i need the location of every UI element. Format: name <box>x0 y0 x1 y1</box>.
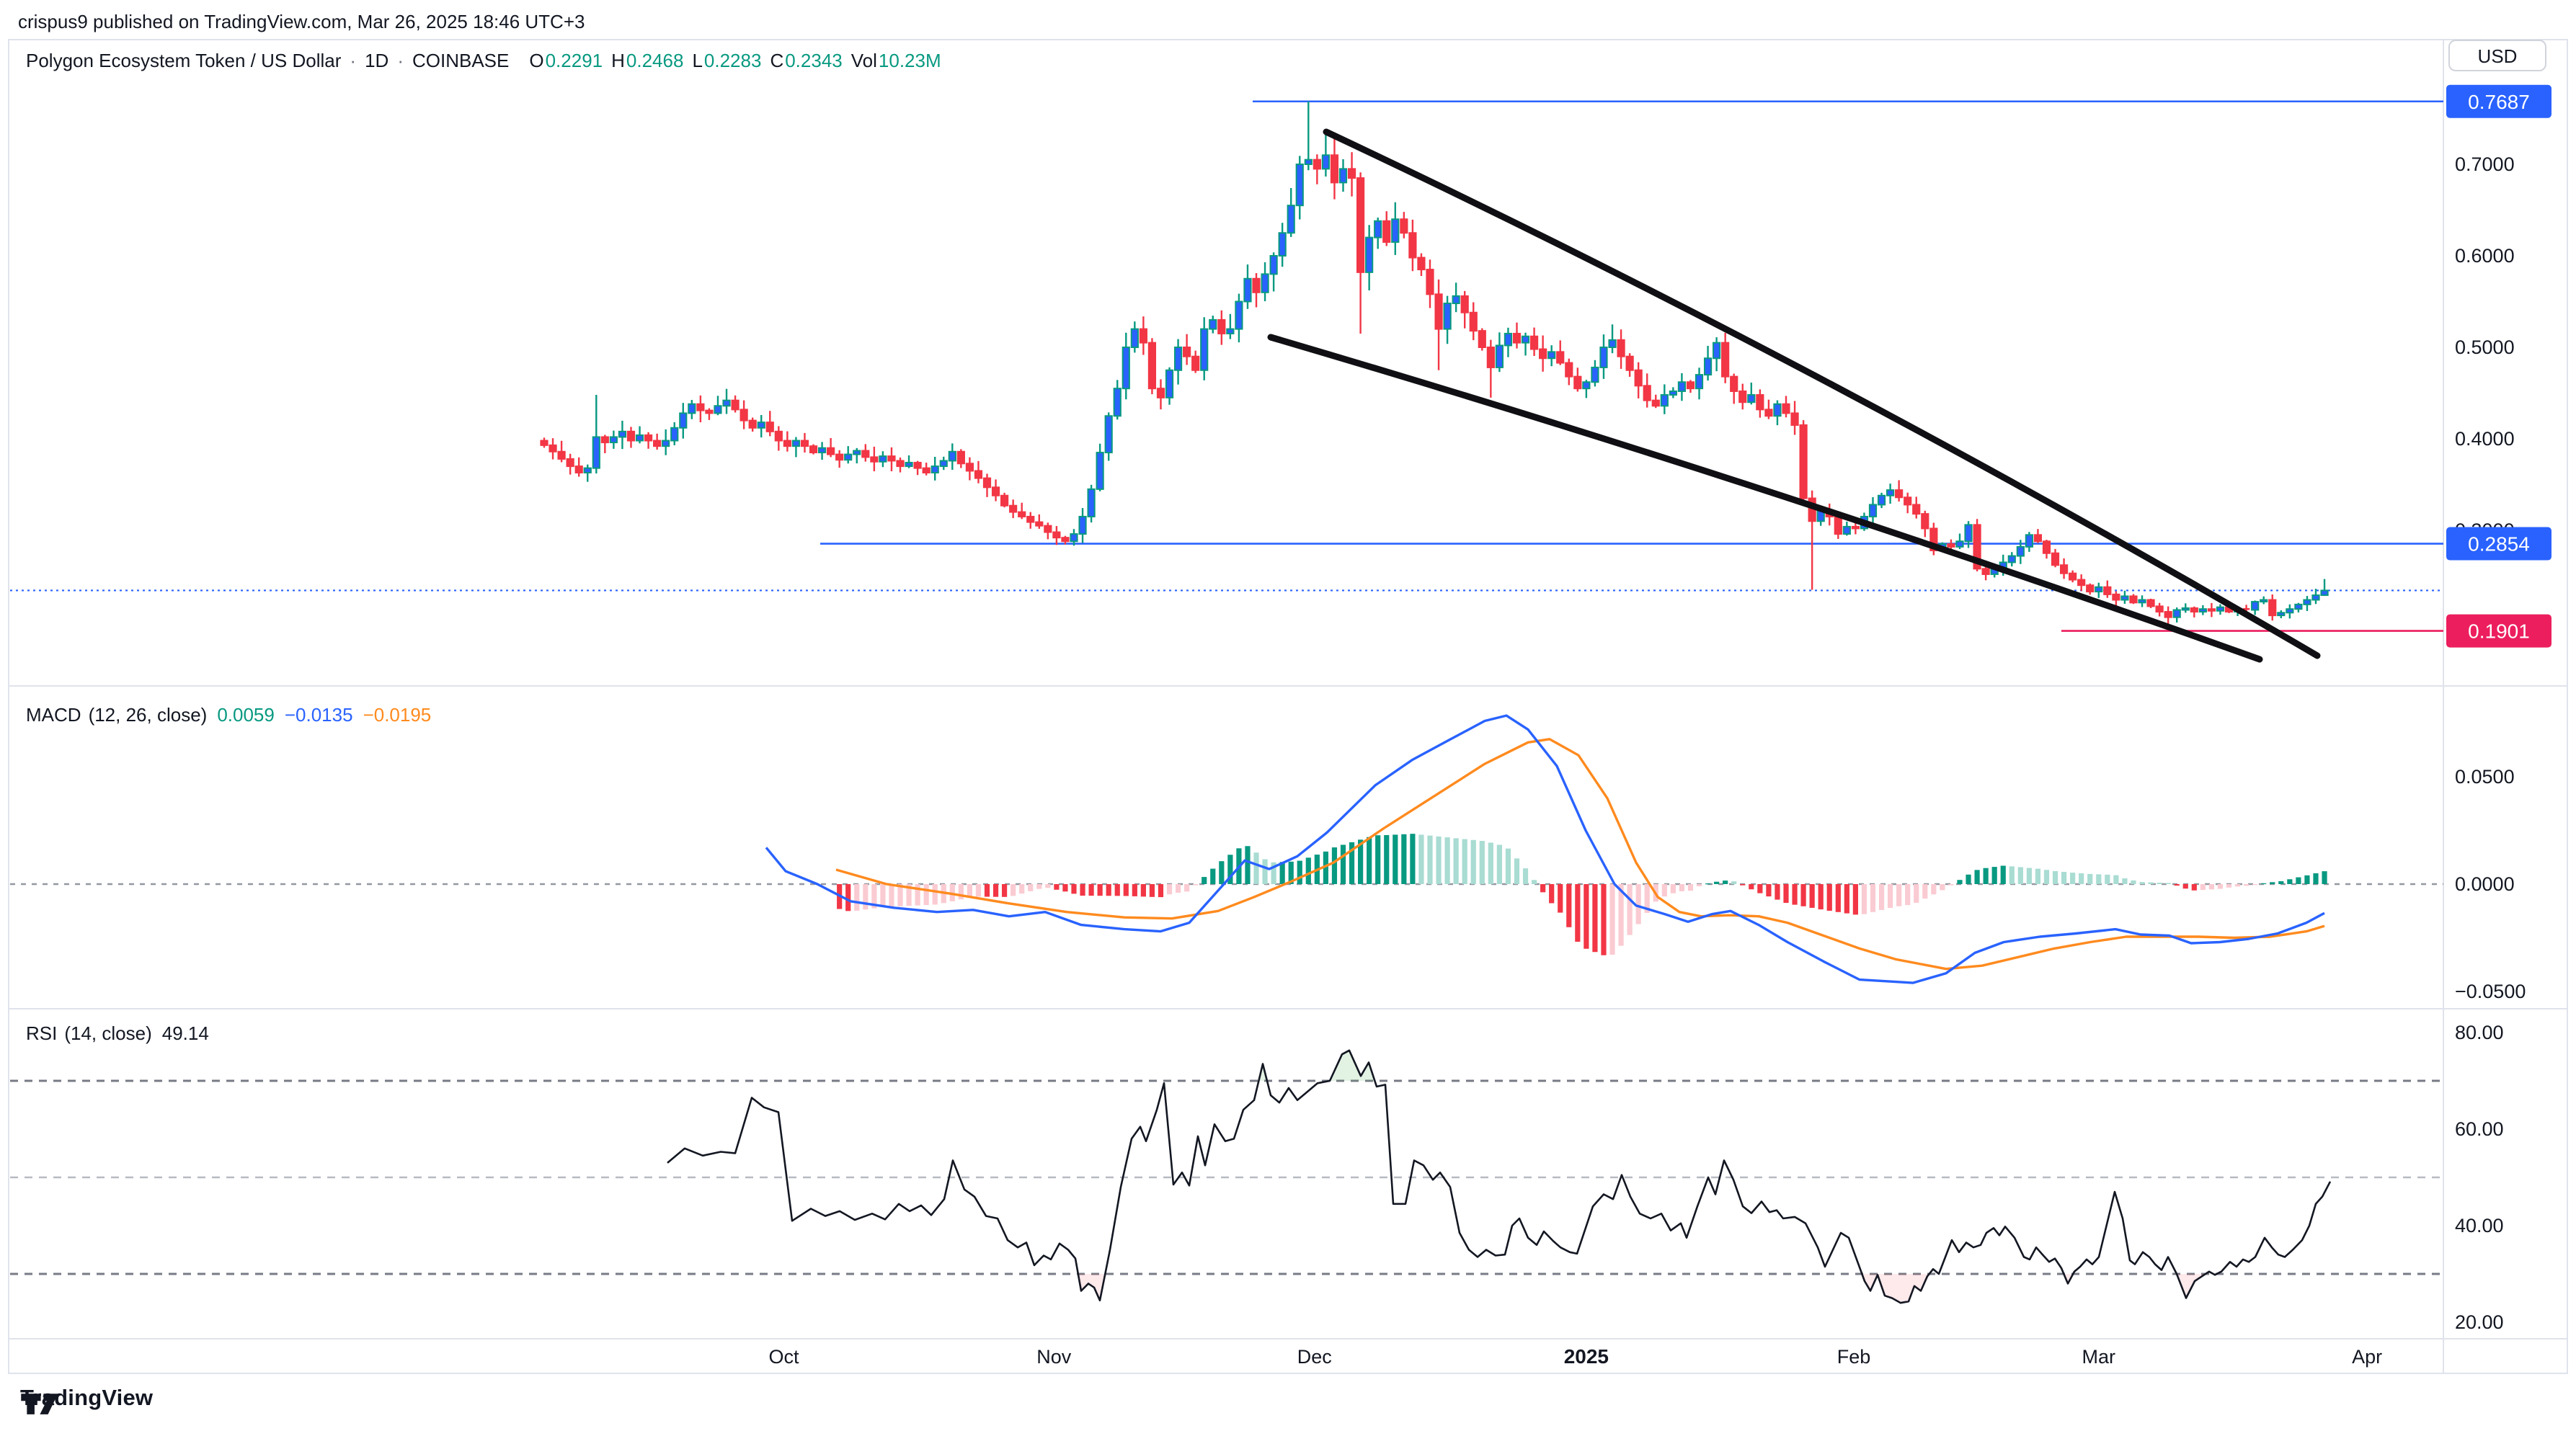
time-tick-label: Oct <box>769 1346 800 1368</box>
rsi-tick-label: 20.00 <box>2455 1311 2504 1333</box>
rsi-oversold-fill <box>667 1274 2330 1303</box>
tradingview-footer-link[interactable]: TradingView <box>20 1385 154 1414</box>
rsi-name[interactable]: RSI <box>26 1022 58 1044</box>
rsi-params: (14, close) <box>64 1022 152 1044</box>
time-tick-label: Feb <box>1837 1346 1871 1368</box>
macd-line-value: −0.0135 <box>284 704 353 726</box>
price-level-badge: 0.1901 <box>2446 614 2551 648</box>
symbol-title-row: Polygon Ecosystem Token / US Dollar · 1D… <box>26 50 941 72</box>
macd-line <box>765 714 2325 984</box>
tradingview-footer-text: TradingView <box>20 1385 154 1410</box>
ohlc-close: C 0.2343 <box>770 50 843 71</box>
macd-label-row: MACD (12, 26, close) 0.0059 −0.0135 −0.0… <box>26 704 432 726</box>
rsi-tick-label: 80.00 <box>2455 1022 2504 1043</box>
price-badge-label: 0.7687 <box>2468 91 2530 113</box>
volume: Vol 10.23M <box>850 50 941 71</box>
macd-params: (12, 26, close) <box>88 704 208 726</box>
rsi-value: 49.14 <box>161 1022 209 1044</box>
rsi-line <box>667 1049 2332 1304</box>
currency-chip-label: USD <box>2478 45 2518 67</box>
tradingview-logo-icon <box>21 1394 58 1414</box>
rsi-tick-label: 60.00 <box>2455 1118 2504 1140</box>
time-tick-label: Nov <box>1036 1346 1072 1368</box>
wedge-trendline <box>1267 334 2263 663</box>
time-axis-labels: Oct Nov Dec 2025 Feb Mar Apr <box>769 1345 2383 1368</box>
ohlc-low: L 0.2283 <box>692 50 762 71</box>
time-tick-label: Dec <box>1297 1346 1332 1368</box>
rsi-pane[interactable] <box>10 1009 2443 1339</box>
ohlc-high: H 0.2468 <box>611 50 684 71</box>
time-tick-label: 2025 <box>1564 1345 1609 1368</box>
candles-layer <box>540 101 2329 630</box>
time-axis[interactable] <box>10 1339 2443 1373</box>
macd-name[interactable]: MACD <box>26 704 81 726</box>
price-tick-label: 0.4000 <box>2455 428 2515 450</box>
price-badge-label: 0.2854 <box>2468 533 2530 556</box>
separator: · <box>397 50 404 71</box>
macd-pane[interactable] <box>10 686 2443 1009</box>
chart-card-frame <box>8 39 2568 1374</box>
time-tick-label: Mar <box>2082 1346 2116 1368</box>
macd-hist-value: 0.0059 <box>217 704 275 726</box>
macd-tick-label: 0.0500 <box>2455 766 2515 788</box>
price-tick-label: 0.7000 <box>2455 153 2515 175</box>
price-tick-label: 0.5000 <box>2455 336 2515 358</box>
exchange: COINBASE <box>412 50 510 71</box>
macd-tick-label: 0.0000 <box>2455 873 2515 895</box>
price-level-badge: 0.2854 <box>2446 527 2551 561</box>
rsi-label-row: RSI (14, close) 49.14 <box>26 1022 209 1045</box>
price-axis[interactable] <box>2443 40 2567 1339</box>
ohlc-open: O 0.2291 <box>529 50 603 71</box>
separator: · <box>350 50 357 71</box>
price-levels <box>10 100 2443 632</box>
interval[interactable]: 1D <box>365 50 389 71</box>
price-pane[interactable] <box>10 79 2443 686</box>
price-badge-label: 0.1901 <box>2468 620 2530 643</box>
macd-signal-value: −0.0195 <box>363 704 432 726</box>
rsi-tick-label: 40.00 <box>2455 1215 2504 1236</box>
wedge-trendline <box>1323 128 2321 659</box>
time-tick-label: Apr <box>2352 1346 2382 1368</box>
currency-chip: USD <box>2448 40 2546 71</box>
price-level-badge: 0.7687 <box>2446 84 2551 118</box>
symbol-name[interactable]: Polygon Ecosystem Token / US Dollar <box>26 50 342 71</box>
macd-tick-label: −0.0500 <box>2455 981 2526 1002</box>
price-tick-label: 0.6000 <box>2455 245 2515 267</box>
published-header: crispus9 published on TradingView.com, M… <box>18 11 585 32</box>
